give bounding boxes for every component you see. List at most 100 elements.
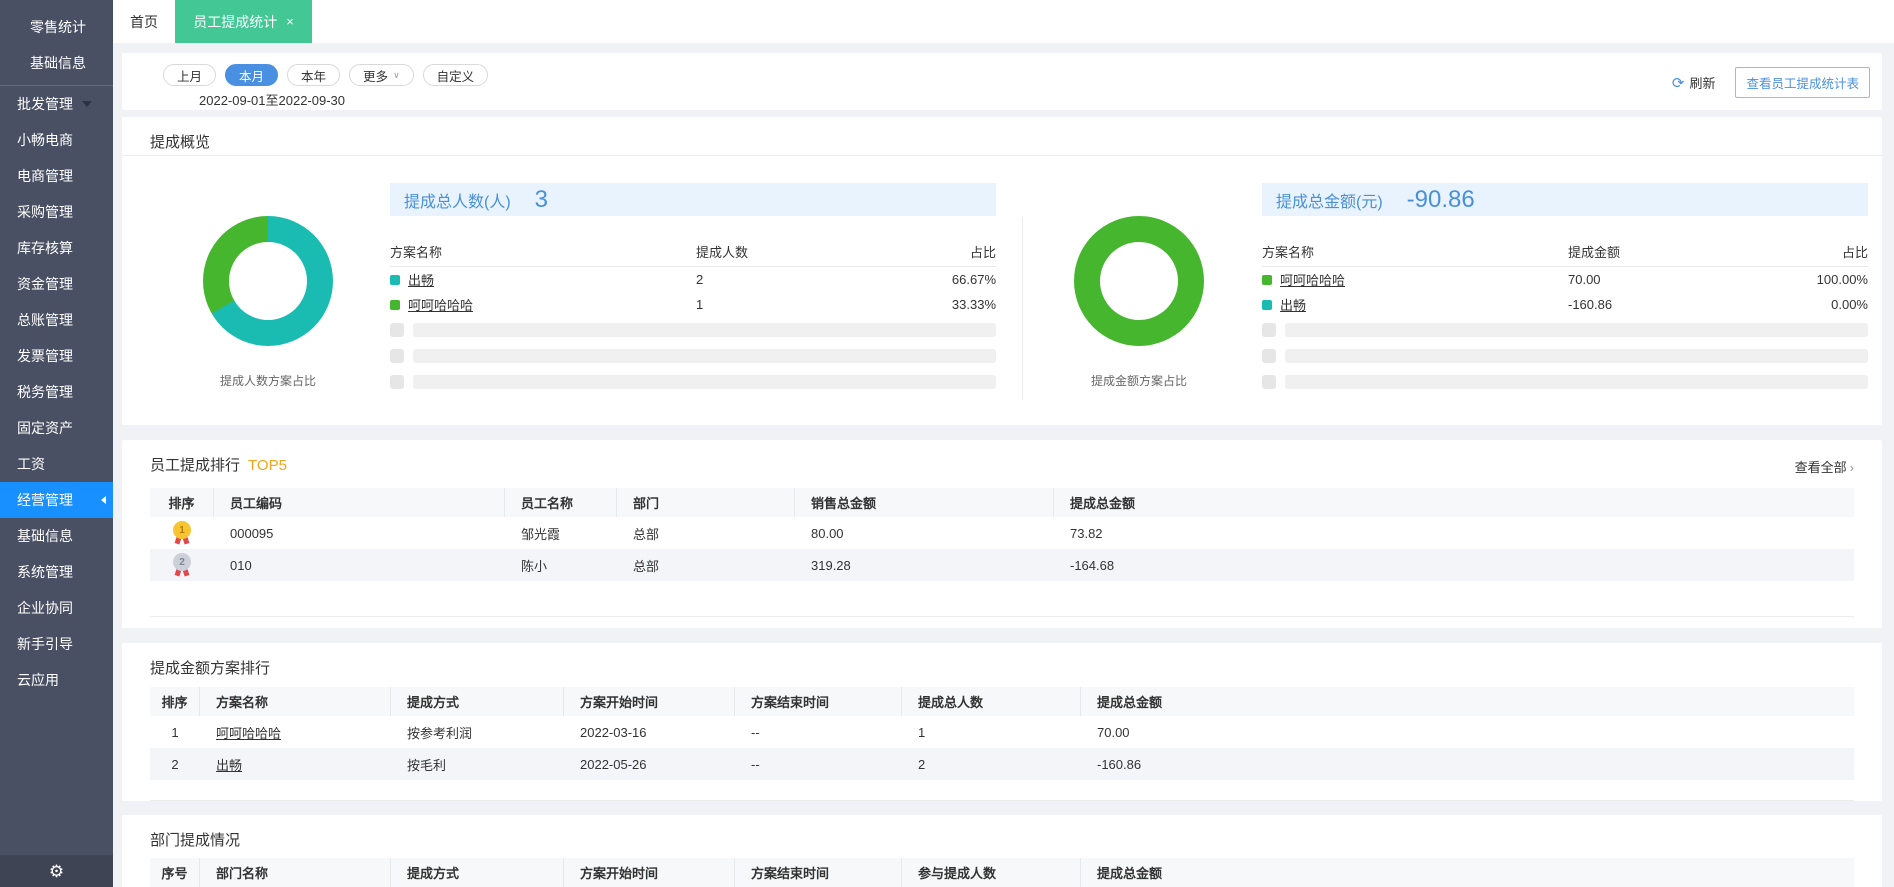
people-plan-table: 方案名称 提成人数 占比 出畅 2 66.67% 呵呵哈哈哈 1 33.33%	[390, 237, 996, 395]
section-title: 部门提成情况	[150, 832, 241, 849]
refresh-icon: ⟳	[1671, 74, 1685, 92]
sidebar-item[interactable]: 系统管理	[0, 554, 113, 590]
cell-end-date: --	[751, 756, 760, 772]
tab-label: 员工提成统计	[193, 13, 278, 30]
table-row: 呵呵哈哈哈 1 33.33%	[390, 292, 996, 317]
sidebar: 零售统计 基础信息 批发管理 小畅电商 电商管理 采购管理 库存核算 资金管理 …	[0, 0, 113, 887]
sidebar-item[interactable]: 电商管理	[0, 158, 113, 194]
employee-rank-table: 排序 员工编码 员工名称 部门 销售总金额 提成总金额 1 000095 邹光霞…	[150, 488, 1854, 617]
sidebar-item[interactable]: 资金管理	[0, 266, 113, 302]
sidebar-item[interactable]: 税务管理	[0, 374, 113, 410]
column-header: 提成方式	[391, 687, 564, 716]
sidebar-item[interactable]: 发票管理	[0, 338, 113, 374]
tab-bar: 首页 员工提成统计 ×	[113, 0, 1894, 43]
stat-value: 3	[534, 185, 549, 213]
table-row: 出畅 -160.86 0.00%	[1262, 292, 1868, 317]
skeleton-row	[390, 317, 996, 343]
sidebar-item[interactable]: 新手引导	[0, 626, 113, 662]
table-row: 出畅 2 66.67%	[390, 267, 996, 292]
column-header: 提成总金额	[1097, 695, 1163, 710]
plan-link[interactable]: 出畅	[408, 273, 435, 288]
sidebar-item[interactable]: 库存核算	[0, 230, 113, 266]
filter-bar: 上月 本月 本年 更多 ∨ 自定义 2022-09-01至2022-09-30 ⟳…	[122, 53, 1882, 110]
legend-swatch	[1262, 274, 1272, 285]
sidebar-item[interactable]: 总账管理	[0, 302, 113, 338]
column-header: 方案名称	[1262, 245, 1315, 260]
column-header: 参与提成人数	[902, 858, 1081, 887]
pill-this-year[interactable]: 本年	[287, 64, 341, 86]
column-header: 提成总人数	[902, 687, 1081, 716]
plan-link[interactable]: 呵呵哈哈哈	[408, 298, 474, 313]
column-header: 员工编码	[214, 488, 505, 517]
date-range-text: 2022-09-01至2022-09-30	[199, 93, 345, 108]
refresh-button[interactable]: ⟳ 刷新	[1672, 73, 1716, 92]
sidebar-item[interactable]: 小畅电商	[0, 122, 113, 158]
sidebar-item[interactable]: 基础信息	[0, 518, 113, 554]
table-row: 2 010 陈小 总部 319.28 -164.68	[150, 549, 1854, 581]
sidebar-item-label: 总账管理	[17, 312, 73, 328]
column-header: 方案结束时间	[735, 687, 902, 716]
table-header: 方案名称 提成金额 占比	[1262, 237, 1868, 267]
cell-start-date: 2022-05-26	[580, 756, 647, 772]
sidebar-item[interactable]: 批发管理	[0, 86, 113, 122]
sidebar-top-group: 零售统计 基础信息	[0, 0, 113, 81]
rank-number: 1	[173, 521, 191, 539]
pill-more[interactable]: 更多 ∨	[349, 64, 414, 86]
refresh-label: 刷新	[1689, 76, 1716, 91]
stat-label: 提成总金额(元)	[1276, 193, 1383, 211]
cell-people-count: 2	[918, 756, 926, 772]
sidebar-item[interactable]: 固定资产	[0, 410, 113, 446]
close-icon[interactable]: ×	[286, 14, 294, 29]
sidebar-item-active[interactable]: 经营管理	[0, 482, 113, 518]
pill-last-month[interactable]: 上月	[163, 64, 217, 86]
cell-amount: -160.86	[1097, 756, 1142, 772]
plan-link[interactable]: 呵呵哈哈哈	[1280, 273, 1346, 288]
tab-home[interactable]: 首页	[113, 0, 175, 43]
sidebar-item-label: 税务管理	[17, 384, 73, 400]
sidebar-item[interactable]: 采购管理	[0, 194, 113, 230]
sidebar-item[interactable]: 企业协同	[0, 590, 113, 626]
cell-commission-total: -164.68	[1070, 557, 1115, 573]
sidebar-item[interactable]: 云应用	[0, 662, 113, 698]
plan-link[interactable]: 出畅	[216, 757, 243, 773]
sidebar-item[interactable]: 零售统计	[0, 9, 113, 45]
legend-swatch	[390, 274, 400, 285]
cell-start-date: 2022-03-16	[580, 724, 647, 740]
section-title-text: 员工提成排行	[150, 457, 241, 474]
skeleton-row	[1262, 343, 1868, 369]
table-row: 呵呵哈哈哈 70.00 100.00%	[1262, 267, 1868, 292]
pill-this-month[interactable]: 本月	[225, 64, 279, 86]
tab-label: 首页	[130, 13, 158, 30]
plan-rank-table: 排序 方案名称 提成方式 方案开始时间 方案结束时间 提成总人数 提成总金额 1…	[150, 687, 1854, 801]
sidebar-item-label: 系统管理	[17, 564, 73, 580]
table-row: 1 呵呵哈哈哈 按参考利润 2022-03-16 -- 1 70.00	[150, 716, 1854, 748]
column-header: 部门	[617, 488, 795, 517]
cell-percent: 100.00%	[1816, 272, 1868, 287]
table-row: 1 000095 邹光霞 总部 80.00 73.82	[150, 517, 1854, 549]
sidebar-item-label: 企业协同	[17, 600, 73, 616]
stat-value: -90.86	[1406, 185, 1475, 213]
sidebar-item[interactable]: 基础信息	[0, 45, 113, 81]
sidebar-item-label: 电商管理	[17, 168, 73, 184]
tab-employee-commission-stats[interactable]: 员工提成统计 ×	[175, 0, 312, 43]
table-bottom-border	[150, 581, 1854, 617]
view-report-button[interactable]: 查看员工提成统计表	[1735, 67, 1870, 98]
view-all-link[interactable]: 查看全部 ›	[1795, 457, 1854, 476]
rank-number: 2	[173, 553, 191, 571]
commission-overview-section: 提成概览 提成人数方案占比 提成总人数(人) 3 方案名称 提成人数 占比 出畅…	[122, 117, 1882, 425]
plan-link[interactable]: 呵呵哈哈哈	[216, 725, 282, 741]
pill-custom[interactable]: 自定义	[422, 64, 489, 86]
total-people-banner: 提成总人数(人) 3	[390, 183, 996, 216]
section-title: 提成概览	[150, 134, 211, 151]
cell-amount: 70.00	[1097, 724, 1130, 740]
divider	[122, 155, 1882, 156]
cell-sales-total: 80.00	[811, 525, 844, 541]
donut-caption: 提成金额方案占比	[1090, 374, 1187, 388]
cell-end-date: --	[751, 724, 760, 740]
sidebar-item[interactable]: 工资	[0, 446, 113, 482]
gear-icon[interactable]: ⚙	[48, 861, 65, 881]
cell-percent: 33.33%	[951, 297, 996, 312]
plan-link[interactable]: 出畅	[1280, 298, 1307, 313]
section-title: 提成金额方案排行	[150, 660, 271, 677]
people-donut-chart	[203, 216, 333, 346]
